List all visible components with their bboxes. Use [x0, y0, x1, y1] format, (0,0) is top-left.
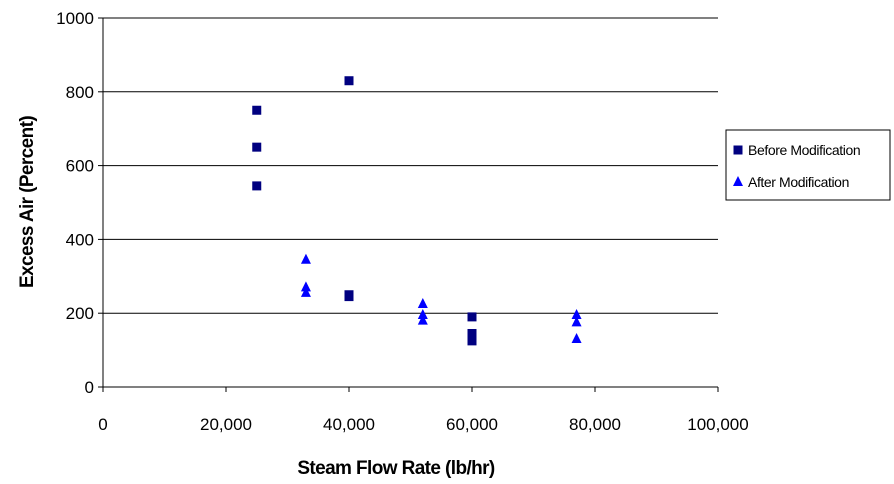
data-point [300, 286, 311, 297]
series-after-modification [300, 253, 582, 344]
legend-items: Before Modification After Modification [733, 142, 861, 190]
x-tick-label: 100,000 [687, 415, 748, 434]
legend: Before Modification After Modification [725, 129, 891, 201]
legend-marker-triangle [733, 176, 743, 186]
data-point [417, 309, 428, 320]
y-axis-title: Excess Air (Percent) [17, 116, 38, 288]
data-point [252, 105, 262, 115]
x-axis-ticks: 0 20,000 40,000 60,000 80,000 100,000 [98, 387, 749, 434]
x-tick-label: 20,000 [200, 415, 252, 434]
data-point [252, 181, 262, 191]
legend-label: After Modification [748, 174, 849, 190]
data-point [571, 309, 582, 320]
y-axis-ticks: 0 200 400 600 800 1000 [56, 9, 103, 397]
data-point [467, 336, 477, 346]
plot-area: 0 20,000 40,000 60,000 80,000 100,000 0 200 400… [56, 9, 749, 434]
x-tick-label: 60,000 [446, 415, 498, 434]
data-point [417, 297, 428, 308]
data-point [467, 312, 477, 322]
legend-marker-square [733, 145, 743, 155]
series-before-modification [252, 76, 477, 346]
y-tick-label: 0 [85, 378, 94, 397]
data-markers [252, 76, 582, 346]
x-tick-label: 80,000 [569, 415, 621, 434]
data-point [571, 333, 582, 344]
data-point [252, 142, 262, 152]
y-tick-label: 800 [66, 83, 94, 102]
y-tick-label: 200 [66, 304, 94, 323]
x-tick-label: 40,000 [323, 415, 375, 434]
data-point [344, 76, 354, 86]
y-tick-label: 1000 [56, 9, 94, 28]
legend-box [725, 129, 891, 201]
x-axis-title: Steam Flow Rate (lb/hr) [297, 458, 495, 479]
y-tick-label: 400 [66, 230, 94, 249]
gridlines [103, 17, 718, 314]
x-tick-label: 0 [98, 415, 107, 434]
data-point [417, 314, 428, 325]
y-tick-label: 600 [66, 157, 94, 176]
data-point [571, 316, 582, 327]
legend-label: Before Modification [748, 142, 860, 158]
data-point [300, 281, 311, 292]
data-point [344, 292, 354, 302]
data-point [300, 253, 311, 264]
